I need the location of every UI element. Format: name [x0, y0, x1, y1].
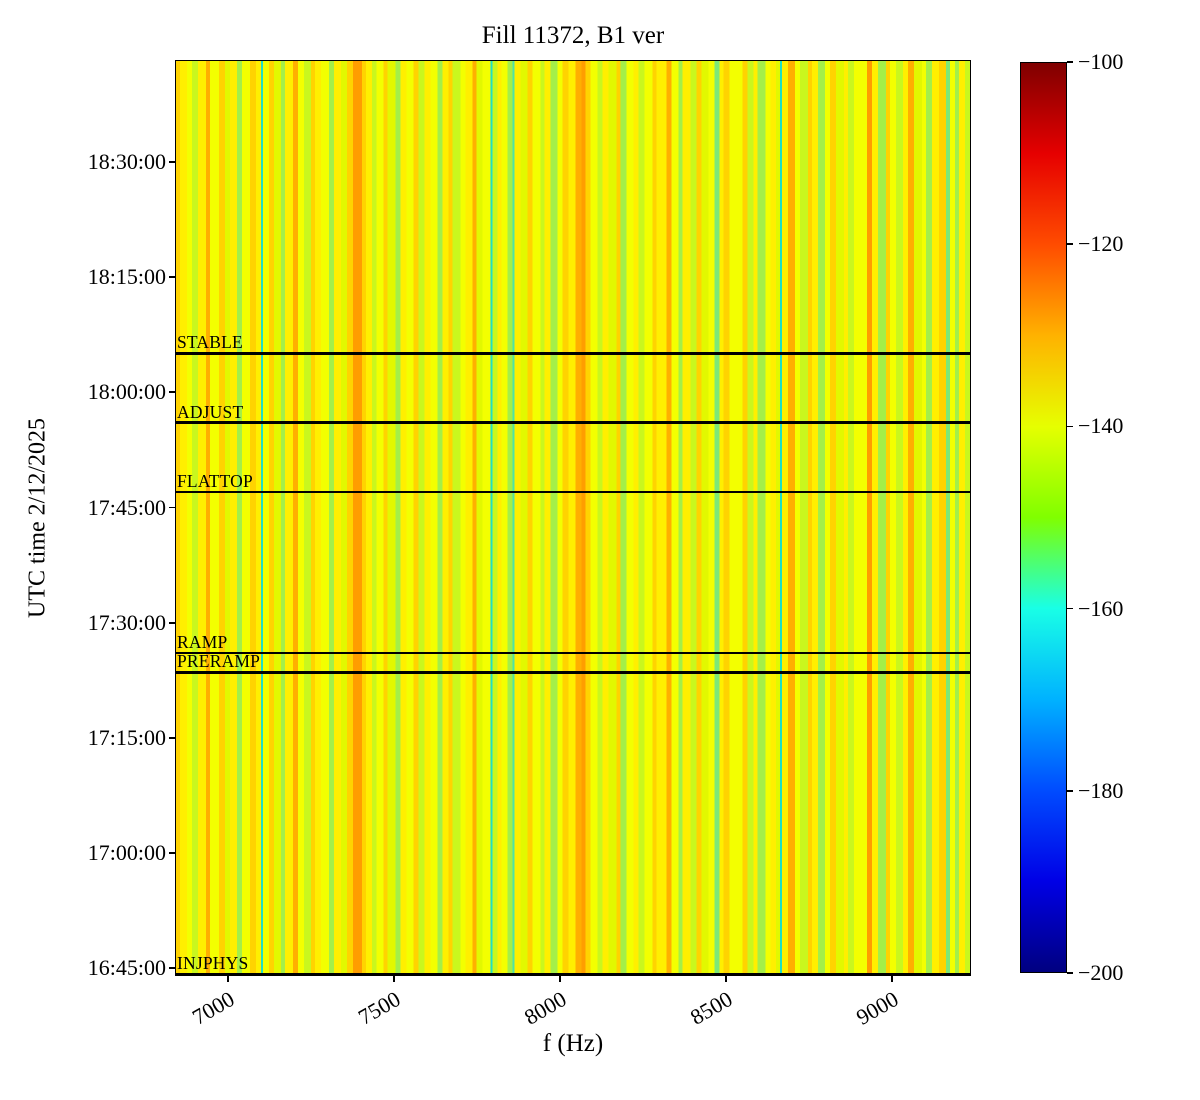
- y-tick-mark: [169, 737, 175, 739]
- mode-label-ramp: RAMP: [177, 631, 228, 652]
- x-tick-label: 7500: [353, 986, 405, 1030]
- colorbar-tick-mark: [1067, 425, 1073, 428]
- y-tick-mark: [169, 967, 175, 970]
- mode-line-adjust: [176, 421, 970, 424]
- mode-label-flattop: FLATTOP: [177, 470, 253, 491]
- mode-line-injphys: [176, 972, 970, 976]
- mode-label-adjust: ADJUST: [177, 401, 244, 422]
- y-tick-label: 16:45:00: [87, 955, 166, 981]
- mode-line-preramp: [176, 671, 970, 674]
- y-tick-mark: [169, 621, 175, 624]
- x-tick-mark: [891, 976, 893, 982]
- colorbar-tick-label: −100: [1078, 49, 1124, 74]
- y-tick-label: 17:45:00: [87, 494, 166, 520]
- x-tick-mark: [559, 976, 561, 982]
- mode-label-injphys: INJPHYS: [177, 952, 249, 973]
- x-axis-label: f (Hz): [542, 1030, 604, 1057]
- colorbar-tick-label: −180: [1078, 777, 1124, 803]
- x-tick-label: 8000: [519, 986, 571, 1030]
- y-tick-mark: [169, 391, 175, 394]
- mode-line-stable: [176, 352, 970, 355]
- colorbar-tick-mark: [1067, 243, 1073, 246]
- spectrogram-heatmap: [176, 61, 970, 975]
- mode-line-ramp: [176, 651, 970, 655]
- y-tick-mark: [169, 160, 175, 163]
- y-tick-mark: [169, 276, 175, 278]
- y-tick-mark: [169, 852, 175, 854]
- mode-line-flattop: [176, 490, 970, 494]
- colorbar-tick-label: −160: [1078, 595, 1124, 621]
- colorbar-tick-mark: [1067, 789, 1073, 792]
- x-tick-mark: [227, 976, 229, 982]
- colorbar-tick-label: −120: [1078, 231, 1124, 257]
- colorbar-tick-mark: [1067, 607, 1073, 610]
- colorbar-tick-label: −140: [1078, 413, 1124, 439]
- chart-title: Fill 11372, B1 ver: [481, 22, 665, 49]
- x-tick-mark: [725, 976, 727, 982]
- y-tick-label: 18:15:00: [87, 264, 166, 290]
- x-tick-mark: [393, 976, 395, 982]
- y-tick-label: 18:30:00: [87, 148, 166, 174]
- y-tick-label: 17:00:00: [87, 840, 166, 866]
- y-tick-label: 18:00:00: [87, 379, 166, 405]
- y-tick-mark: [169, 506, 175, 509]
- colorbar: [1020, 62, 1067, 973]
- plot-area: STABLE ADJUST FLATTOP RAMP PRERAMP INJPHYS: [175, 60, 971, 976]
- x-tick-label: 8500: [685, 986, 737, 1030]
- colorbar-tick-label: −200: [1078, 960, 1124, 985]
- y-tick-label: 17:30:00: [87, 609, 166, 635]
- colorbar-tick-mark: [1067, 61, 1073, 63]
- mode-label-stable: STABLE: [177, 332, 243, 353]
- colorbar-tick-mark: [1067, 972, 1073, 974]
- y-tick-label: 17:15:00: [87, 724, 166, 750]
- x-tick-label: 7000: [188, 986, 239, 1030]
- x-tick-label: 9000: [851, 986, 903, 1030]
- mode-label-preramp: PRERAMP: [177, 651, 261, 672]
